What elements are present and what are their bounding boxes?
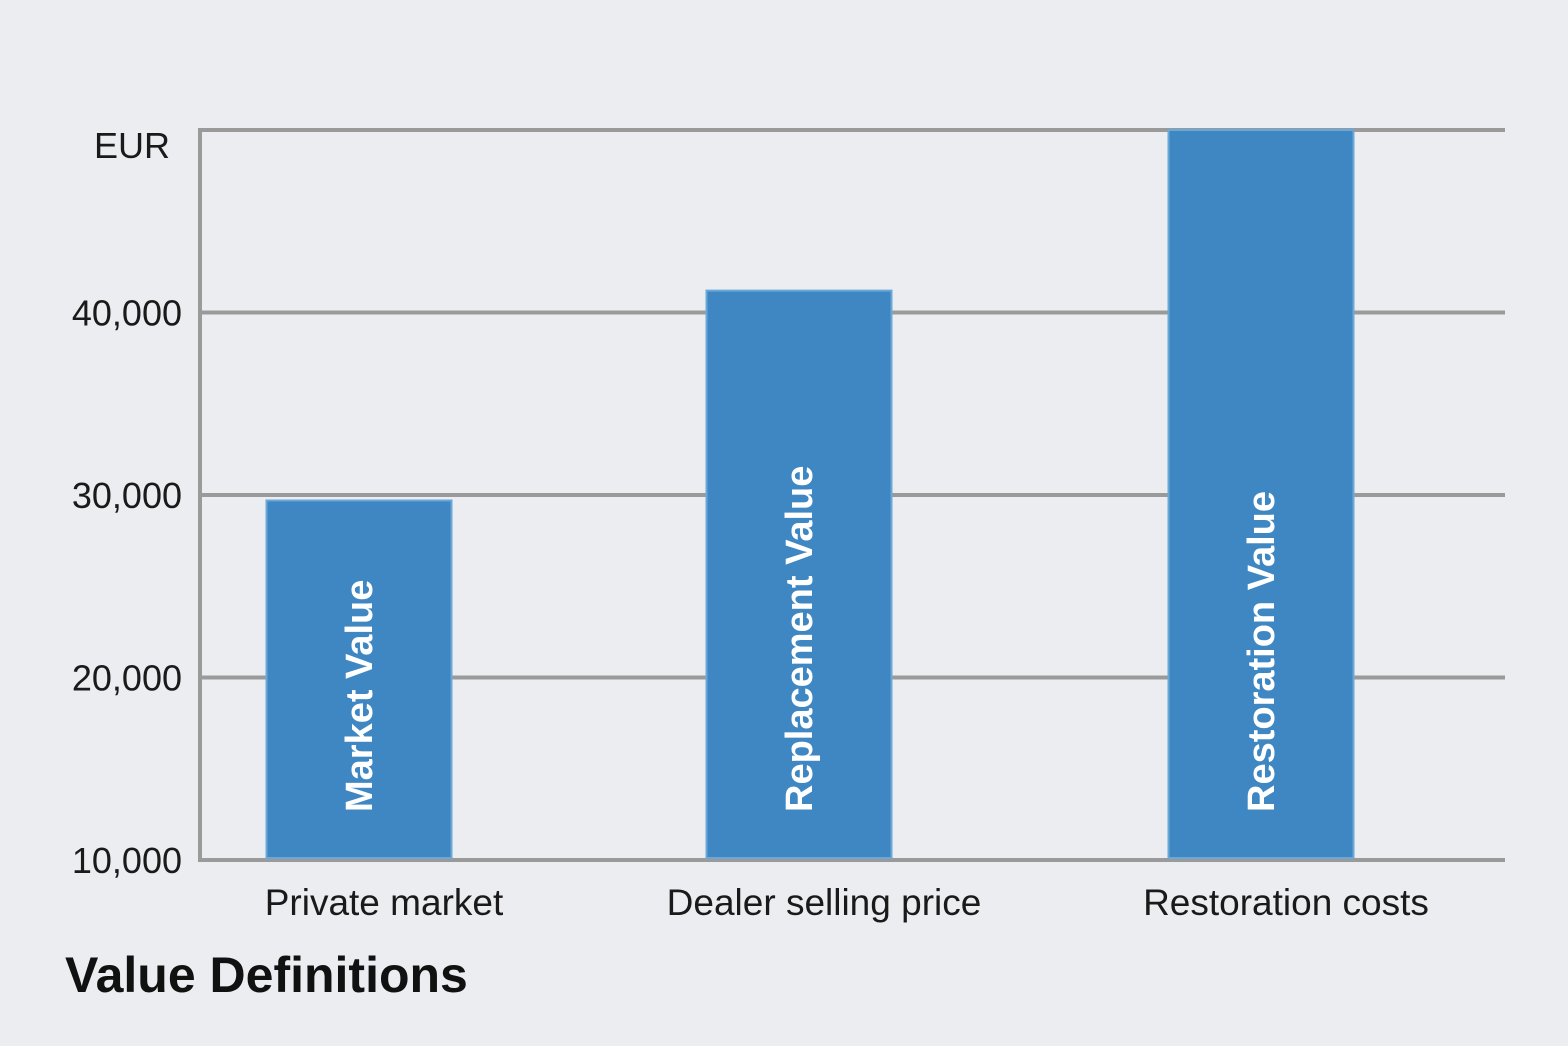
y-tick-label: 20,000 — [72, 658, 182, 699]
x-category-label: Private market — [265, 882, 504, 923]
bar-label: Market Value — [339, 580, 381, 812]
bar-label: Replacement Value — [779, 466, 821, 812]
bar-1 — [265, 499, 453, 859]
y-tick-label: 30,000 — [72, 475, 182, 516]
bar-2 — [705, 289, 893, 860]
chart-title: Value Definitions — [65, 947, 468, 1003]
y-tick-label: 10,000 — [72, 840, 182, 881]
bar-label: Restoration Value — [1241, 491, 1283, 812]
bar-3 — [1167, 129, 1355, 859]
x-category-label: Restoration costs — [1143, 882, 1429, 923]
x-category-label: Dealer selling price — [667, 882, 982, 923]
y-unit-label: EUR — [94, 125, 170, 166]
y-tick-label: 40,000 — [72, 293, 182, 334]
